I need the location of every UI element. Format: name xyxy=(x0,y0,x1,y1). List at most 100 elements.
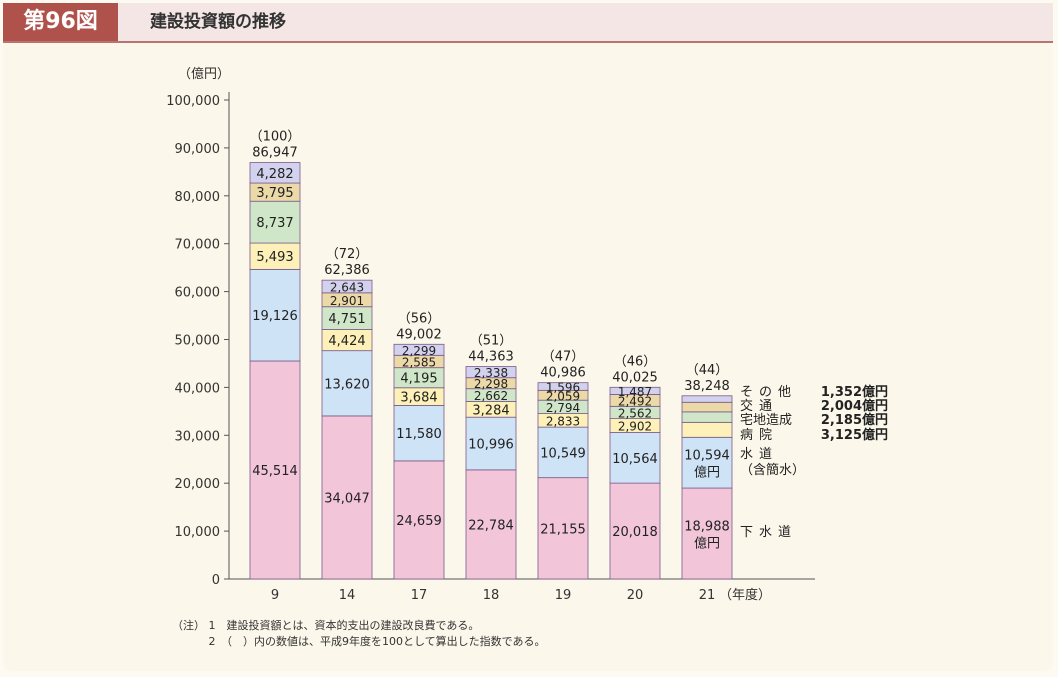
bar-total-label: 40,986 xyxy=(540,366,586,381)
bar-total-label: 86,947 xyxy=(252,146,298,161)
bar-index-label: （44） xyxy=(686,363,729,378)
y-tick-label: 10,000 xyxy=(175,525,221,540)
y-tick-label: 20,000 xyxy=(175,477,221,492)
y-tick-label: 80,000 xyxy=(175,190,221,205)
bar-segment xyxy=(681,487,733,580)
bar-value-label: 10,549 xyxy=(540,446,586,461)
bar-segment xyxy=(249,360,301,580)
y-tick-label: 70,000 xyxy=(175,238,221,253)
x-tick-label: 21 xyxy=(699,588,716,603)
notes: （注） 1 建設投資額とは、資本的支出の建設改良費である。 2 （ ）内の数値は… xyxy=(172,618,546,650)
bar-total-label: 49,002 xyxy=(396,327,442,342)
note-1: （注） 1 建設投資額とは、資本的支出の建設改良費である。 xyxy=(172,619,480,632)
y-tick-label: 90,000 xyxy=(175,142,221,157)
bar-index-label: （46） xyxy=(614,354,657,369)
legend-value: 2,185億円 xyxy=(821,412,888,428)
legend-label: （含簡水） xyxy=(740,462,805,478)
y-tick-label: 40,000 xyxy=(175,381,221,396)
legend-label: 水道 xyxy=(740,447,778,462)
bar-value-label: 34,047 xyxy=(324,491,370,506)
bar-index-label: （47） xyxy=(542,350,585,365)
bar-value-label: 10,564 xyxy=(612,452,658,467)
bar-value-label: 1,487 xyxy=(618,385,652,399)
bar-value-label: 2,662 xyxy=(474,389,508,403)
x-tick-label: 17 xyxy=(411,588,428,603)
bar-total-label: 44,363 xyxy=(468,350,514,365)
x-tick-label: 19 xyxy=(555,588,572,603)
bar-segment xyxy=(681,421,733,438)
bar-total-label: 62,386 xyxy=(324,263,370,278)
bar-segment xyxy=(537,426,589,479)
bar-value-label: 3,284 xyxy=(472,403,509,418)
x-tick-label: 20 xyxy=(627,588,644,603)
x-tick-label: 18 xyxy=(483,588,500,603)
bar-value-label: 20,018 xyxy=(612,525,658,540)
chart-frame xyxy=(3,3,1053,671)
legend-value: 1,352億円 xyxy=(821,384,888,400)
chart-title: 建設投資額の推移 xyxy=(150,12,286,32)
bar-segment xyxy=(609,432,661,484)
y-tick-label: 60,000 xyxy=(175,286,221,301)
y-tick-label: 30,000 xyxy=(175,429,221,444)
bar-value-label: 18,988 xyxy=(684,520,730,535)
legend-value: 3,125億円 xyxy=(821,427,888,443)
bar-value-label: 2,059 xyxy=(546,389,580,403)
bar-segment xyxy=(681,436,733,489)
bar-segment xyxy=(465,416,517,471)
bar-total-label: 38,248 xyxy=(684,379,730,394)
bar-total-label: 40,025 xyxy=(612,370,658,385)
bar-value-label: 2,585 xyxy=(402,355,436,369)
bar-segment xyxy=(465,469,517,580)
x-tick-label: 14 xyxy=(339,588,356,603)
bar-value-label: 2,492 xyxy=(618,394,652,408)
bar-value-label: 8,737 xyxy=(256,216,293,231)
note-2: 2 （ ）内の数値は、平成9年度を100として算出した指数である。 xyxy=(172,635,546,648)
bar-segment xyxy=(393,343,445,356)
bar-segment xyxy=(537,477,589,580)
bar-value-label: 2,338 xyxy=(474,366,508,380)
bar-index-label: （72） xyxy=(326,247,369,262)
bar-index-label: （51） xyxy=(470,334,513,349)
bar-segment xyxy=(537,382,589,391)
bar-segment xyxy=(393,460,445,580)
bar-value-label: 22,784 xyxy=(468,518,514,533)
legend-label: 下水道 xyxy=(740,525,797,540)
bar-segment xyxy=(249,162,301,184)
bar-value-label: 2,562 xyxy=(618,406,652,420)
legend-value: 2,004億円 xyxy=(821,398,888,414)
bar-value-label: 10,996 xyxy=(468,438,514,453)
bar-segment xyxy=(321,415,373,580)
bar-value-label: 13,620 xyxy=(324,377,370,392)
bar-value-label: 24,659 xyxy=(396,514,442,529)
bar-segment xyxy=(681,401,733,413)
bar-index-label: （56） xyxy=(398,311,441,326)
figure-label: 第96図 xyxy=(3,3,118,41)
bar-value-label: 11,580 xyxy=(396,427,442,442)
bar-segment xyxy=(321,350,373,417)
bar-index-label: （100） xyxy=(250,130,301,145)
bar-segment xyxy=(681,411,733,423)
x-axis-unit-label: （年度） xyxy=(719,587,771,603)
bar-segment xyxy=(249,242,301,270)
bar-value-label: 2,299 xyxy=(402,344,436,358)
y-tick-label: 100,000 xyxy=(166,94,220,109)
y-axis-unit-label: （億円） xyxy=(178,66,230,82)
bar-value-label: 2,901 xyxy=(330,294,364,308)
bar-segment xyxy=(249,268,301,362)
bar-segment xyxy=(249,200,301,244)
bar-value-label: 4,751 xyxy=(328,312,365,327)
legend-label: その他 xyxy=(740,385,797,400)
legend-label: 交通 xyxy=(740,398,778,414)
bar-segment xyxy=(609,386,661,395)
bar-value-label: 4,424 xyxy=(328,334,365,349)
bar-segment xyxy=(681,395,733,403)
bar-value-label: 21,155 xyxy=(540,522,586,537)
bar-value-unit: 億円 xyxy=(694,536,720,552)
bar-value-label: 2,833 xyxy=(546,414,580,428)
header-bar xyxy=(3,3,1053,43)
bar-value-label: 4,282 xyxy=(256,167,293,182)
y-tick-label: 0 xyxy=(212,573,220,588)
legend-label: 病院 xyxy=(740,428,778,443)
bar-value-label: 5,493 xyxy=(256,250,293,265)
